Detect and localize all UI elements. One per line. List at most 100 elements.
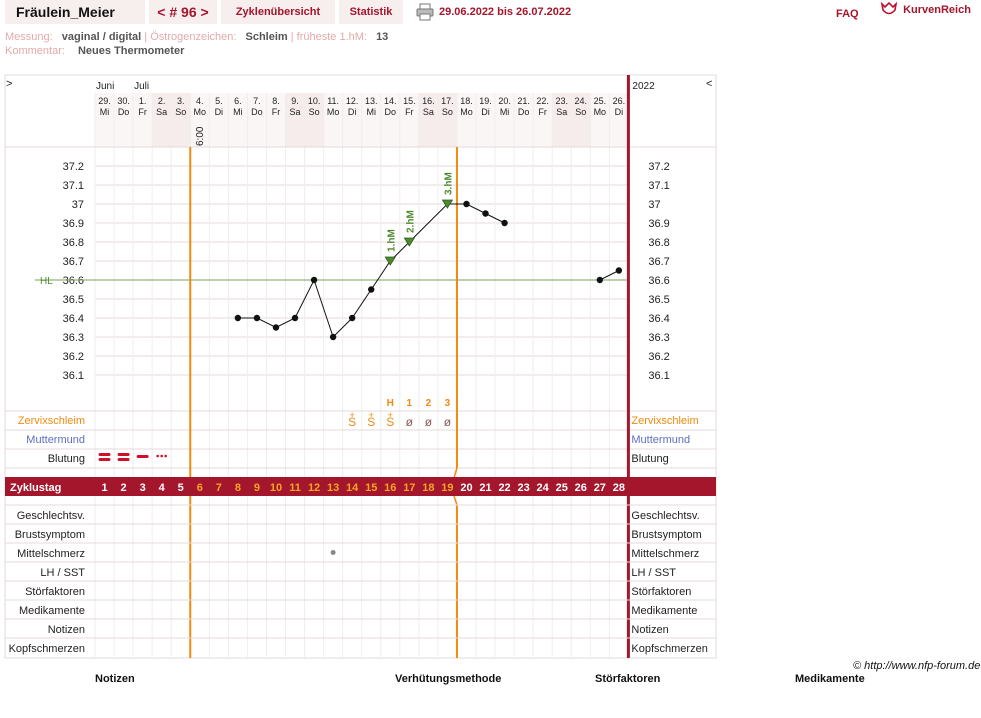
date-range: 29.06.2022 bis 26.07.2022 [439, 6, 572, 18]
footer-medikamente[interactable]: Medikamente [795, 673, 865, 685]
day-number: 20. [498, 96, 511, 106]
footer-verhuetung[interactable]: Verhütungsmethode [395, 673, 502, 685]
bottom-row-label: Brustsymptom [15, 529, 85, 541]
day-number: 25. [594, 96, 607, 106]
earliest-value: 13 [376, 31, 389, 43]
cycle-day-number: 15 [365, 482, 377, 494]
cycle-day-number: 6 [197, 482, 203, 494]
day-number: 23. [555, 96, 568, 106]
weekday-label: Mo [327, 107, 340, 117]
y-tick-right: 36.5 [648, 294, 669, 306]
day-number: 21. [517, 96, 530, 106]
day-number: 11. [327, 96, 339, 106]
nav-next-icon[interactable]: < [706, 78, 712, 90]
row-label-muttermund: Muttermund [26, 434, 85, 446]
weekday-label: Di [348, 107, 357, 117]
weekday-label: Mo [594, 107, 607, 117]
higher-temp-label: 1.hM [386, 229, 397, 252]
cycle-day-number: 22 [498, 482, 510, 494]
bleeding-medium [136, 455, 149, 458]
weekday-label: Di [481, 107, 490, 117]
day-number: 19. [479, 96, 492, 106]
cycle-day-number: 17 [403, 482, 415, 494]
bleeding-heavy [98, 453, 111, 456]
y-tick-right: 36.9 [648, 218, 669, 230]
day-number: 29. [98, 96, 111, 106]
temperature-point [329, 333, 337, 341]
temperature-point [234, 314, 242, 322]
higher-temp-label: 2.hM [405, 210, 416, 233]
temperature-point [253, 314, 261, 322]
cycle-day-number: 11 [289, 482, 301, 494]
peak-day-label: 2 [426, 398, 432, 409]
weekday-label: Fr [138, 107, 147, 117]
mucus-symbol: ø [425, 415, 433, 429]
cycle-day-number: 20 [460, 482, 472, 494]
nav-prev-icon[interactable]: > [6, 78, 12, 90]
temperature-point [368, 286, 375, 293]
weekday-label: So [175, 107, 186, 117]
estrogen-label: Östrogenzeichen: [150, 31, 237, 43]
faq-link[interactable]: FAQ [836, 8, 859, 20]
cycle-day-number: 7 [216, 482, 222, 494]
weekday-label: Do [118, 107, 130, 117]
temperature-point [615, 267, 623, 274]
weekday-label: Mo [460, 107, 473, 117]
y-tick-left: 37.1 [63, 180, 84, 192]
cycle-day-number: 14 [346, 482, 359, 494]
y-tick-right: 36.3 [648, 332, 669, 344]
y-tick-left: 36.4 [63, 313, 84, 325]
higher-temp-label: 3.hM [443, 172, 454, 195]
year-label: 2022 [632, 81, 655, 92]
cycle-number-nav[interactable]: < # 96 > [149, 0, 217, 24]
y-tick-right: 36.8 [648, 237, 669, 249]
weekday-label: Do [251, 107, 263, 117]
bottom-row-label: LH / SST [40, 567, 85, 579]
footer-notizen[interactable]: Notizen [95, 673, 135, 685]
bleeding-spotting [156, 454, 159, 458]
higher-temp-marker [403, 237, 416, 247]
cycle-day-number: 10 [270, 482, 282, 494]
chart-frame [4, 74, 717, 659]
weekday-label: Do [518, 107, 530, 117]
ovulation-kink [453, 495, 458, 506]
bottom-row-label: Störfaktoren [25, 586, 85, 598]
mucus-symbol: S [386, 415, 394, 429]
weekday-label: So [575, 107, 586, 117]
kurvenreich-logo[interactable]: KurvenReich [880, 0, 980, 24]
bleeding-heavy [98, 458, 111, 461]
y-tick-left: 37.2 [63, 161, 84, 173]
weekday-label: Mi [500, 107, 510, 117]
weekend-column [571, 93, 591, 147]
weekend-column [152, 93, 172, 147]
higher-temp-marker [384, 256, 396, 266]
peak-day-label: 3 [445, 398, 451, 409]
temperature-point [272, 324, 280, 331]
measurement-value: vaginal / digital [61, 31, 142, 43]
day-number: 14. [384, 96, 397, 106]
day-number: 1. [139, 96, 147, 106]
printer-icon[interactable] [416, 0, 434, 24]
bottom-row-label: Kopfschmerzen [9, 643, 85, 655]
weekend-column [304, 93, 324, 147]
temperature-point [291, 314, 299, 322]
y-tick-right: 37 [648, 199, 660, 211]
mucus-symbol: ø [406, 415, 414, 429]
cycle-day-number: 16 [384, 482, 396, 494]
day-number: 7. [253, 96, 261, 106]
statistics-button[interactable]: Statistik [339, 0, 403, 24]
ovulation-kink [453, 467, 458, 479]
cycle-day-number: 1 [101, 482, 107, 494]
bleeding-heavy [117, 453, 130, 456]
day-number: 16. [422, 96, 435, 106]
bleeding-spotting [164, 454, 167, 458]
day-number: 10. [308, 96, 321, 106]
cycle-day-number: 13 [327, 482, 339, 494]
measurement-time: 6:00 [195, 126, 206, 146]
mucus-symbol: S [348, 415, 356, 429]
footer-stoerfaktoren[interactable]: Störfaktoren [595, 673, 661, 685]
day-number: 2. [158, 96, 166, 106]
y-tick-right: 37.1 [648, 180, 669, 192]
weekend-column [437, 93, 457, 147]
cycle-overview-button[interactable]: Zyklenübersicht [221, 0, 335, 24]
